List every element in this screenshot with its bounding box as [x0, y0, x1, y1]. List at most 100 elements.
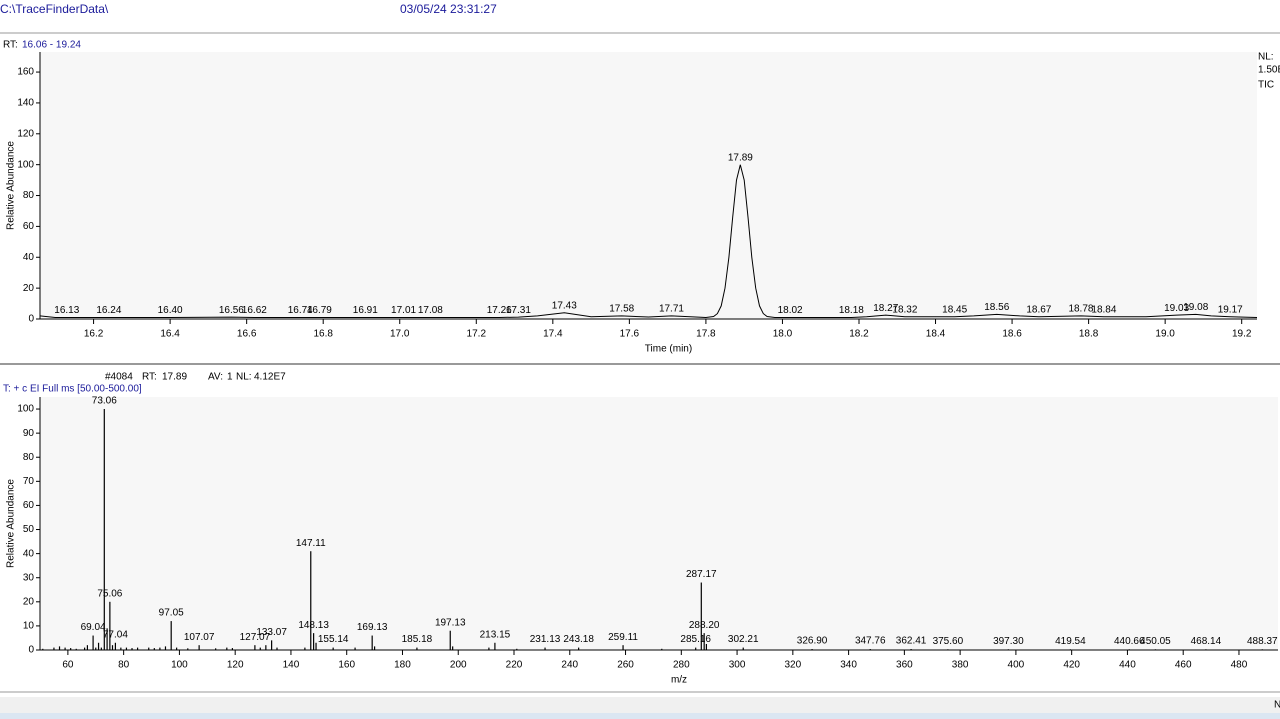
x-tick-label: 18.6 [1002, 329, 1022, 340]
y-tick-label: 160 [17, 67, 34, 78]
peak-label: 18.45 [942, 304, 967, 315]
x-tick-label: 360 [896, 660, 913, 671]
peak-label: 231.13 [530, 634, 561, 645]
trace-label: TIC [1258, 80, 1274, 91]
peak-label: 185.18 [402, 634, 433, 645]
y-tick-label: 70 [23, 476, 35, 487]
peak-label: 16.74 [288, 305, 313, 316]
x-tick-label: 17.2 [467, 329, 487, 340]
peak-label: 18.67 [1026, 304, 1051, 315]
acquisition-date: 03/05/24 23:31:27 [400, 2, 497, 16]
taskbar-edge [0, 713, 1280, 719]
peak-label: 347.76 [855, 636, 886, 647]
y-axis-title: Relative Abundance [6, 479, 17, 568]
x-tick-label: 400 [1008, 660, 1025, 671]
x-tick-label: 16.6 [237, 329, 257, 340]
peak-label: 18.56 [984, 302, 1009, 313]
peak-label: 148.13 [298, 620, 329, 631]
peak-label: 197.13 [435, 617, 466, 628]
y-tick-label: 60 [23, 500, 35, 511]
peak-label: 285.16 [680, 634, 711, 645]
x-tick-label: 120 [227, 660, 244, 671]
x-tick-label: 17.4 [543, 329, 563, 340]
x-tick-label: 17.6 [620, 329, 640, 340]
peak-label: 243.18 [563, 634, 594, 645]
x-tick-label: 480 [1231, 660, 1248, 671]
peak-label: 488.37 [1247, 636, 1278, 647]
nl-value: 1.50E [1258, 65, 1280, 76]
x-axis-title: m/z [671, 675, 687, 686]
status-text: N [1274, 700, 1280, 711]
x-tick-label: 19.2 [1232, 329, 1252, 340]
peak-label: 169.13 [357, 622, 388, 633]
file-path: C:\TraceFinderData\ [0, 2, 109, 16]
peak-label: 302.21 [728, 634, 759, 645]
y-tick-label: 80 [23, 452, 35, 463]
peak-label: 18.32 [892, 304, 917, 315]
peak-label: 16.56 [219, 305, 244, 316]
peak-label: 362.41 [896, 636, 927, 647]
x-tick-label: 19.0 [1155, 329, 1175, 340]
peak-label: 18.78 [1068, 304, 1093, 315]
peak-label: 17.89 [728, 152, 753, 163]
scan-number: #4084 [105, 372, 133, 383]
x-tick-label: 160 [338, 660, 355, 671]
x-tick-label: 260 [617, 660, 634, 671]
peak-label: 16.91 [353, 305, 378, 316]
peak-label: 259.11 [608, 632, 638, 643]
x-tick-label: 240 [561, 660, 578, 671]
x-axis-title: Time (min) [645, 344, 692, 355]
x-tick-label: 17.0 [390, 329, 410, 340]
peak-label: 16.62 [242, 305, 267, 316]
x-tick-label: 18.4 [926, 329, 946, 340]
x-tick-label: 140 [283, 660, 300, 671]
peak-label: 375.60 [933, 636, 964, 647]
peak-label: 287.17 [686, 569, 717, 580]
y-tick-label: 40 [23, 548, 35, 559]
x-tick-label: 80 [118, 660, 130, 671]
peak-label: 69.04 [81, 622, 106, 633]
y-tick-label: 20 [23, 596, 35, 607]
peak-label: 17.31 [506, 305, 531, 316]
y-tick-label: 50 [23, 524, 35, 535]
x-tick-label: 460 [1175, 660, 1192, 671]
y-tick-label: 30 [23, 572, 35, 583]
y-tick-label: 20 [23, 283, 35, 294]
x-tick-label: 300 [729, 660, 746, 671]
y-tick-label: 0 [28, 645, 34, 656]
y-tick-label: 140 [17, 98, 34, 109]
scan-filter: T: + c EI Full ms [50.00-500.00] [3, 384, 142, 395]
x-tick-label: 18.2 [849, 329, 869, 340]
x-tick-label: 16.8 [313, 329, 333, 340]
peak-label: 440.66 [1114, 636, 1145, 647]
trace [39, 164, 1258, 319]
x-tick-label: 200 [450, 660, 467, 671]
peak-label: 16.40 [158, 305, 183, 316]
av-label: AV: [208, 372, 223, 383]
peak-label: 127.07 [240, 632, 271, 643]
peak-label: 17.08 [418, 305, 443, 316]
rt-value: 17.89 [162, 372, 187, 383]
x-tick-label: 280 [673, 660, 690, 671]
x-tick-label: 180 [394, 660, 411, 671]
x-tick-label: 16.4 [160, 329, 180, 340]
y-tick-label: 80 [23, 190, 35, 201]
peak-label: 16.24 [96, 305, 121, 316]
peak-label: 19.17 [1218, 304, 1243, 315]
x-tick-label: 18.0 [773, 329, 793, 340]
y-tick-label: 10 [23, 621, 35, 632]
x-tick-label: 60 [62, 660, 74, 671]
peak-label: 77.04 [103, 629, 128, 640]
peak-label: 18.02 [778, 305, 803, 316]
nl-label: NL: [1258, 52, 1274, 63]
peak-label: 18.18 [839, 305, 864, 316]
av-value: 1 [227, 372, 233, 383]
peak-label: 213.15 [480, 629, 511, 640]
peak-label: 75.06 [97, 588, 122, 599]
peak-label: 17.58 [609, 304, 634, 315]
rt-label: RT: [142, 372, 157, 383]
peak-label: 155.14 [318, 634, 349, 645]
y-tick-label: 0 [28, 314, 34, 325]
